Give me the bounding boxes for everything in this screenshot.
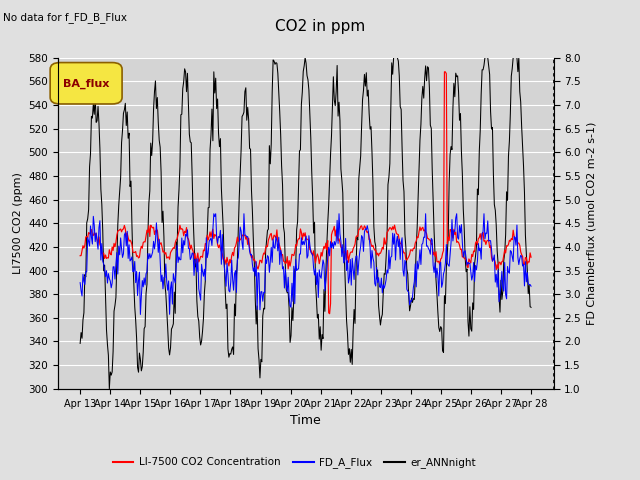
FancyBboxPatch shape [50, 62, 122, 104]
Y-axis label: FD Chamberflux (umol CO2 m-2 s-1): FD Chamberflux (umol CO2 m-2 s-1) [586, 121, 596, 325]
Legend: LI-7500 CO2 Concentration, FD_A_Flux, er_ANNnight: LI-7500 CO2 Concentration, FD_A_Flux, er… [109, 453, 480, 472]
Text: No data for f_FD_B_Flux: No data for f_FD_B_Flux [3, 12, 127, 23]
Text: CO2 in ppm: CO2 in ppm [275, 19, 365, 34]
X-axis label: Time: Time [290, 414, 321, 427]
Y-axis label: LI7500 CO2 (ppm): LI7500 CO2 (ppm) [13, 172, 22, 274]
Text: BA_flux: BA_flux [63, 78, 109, 89]
